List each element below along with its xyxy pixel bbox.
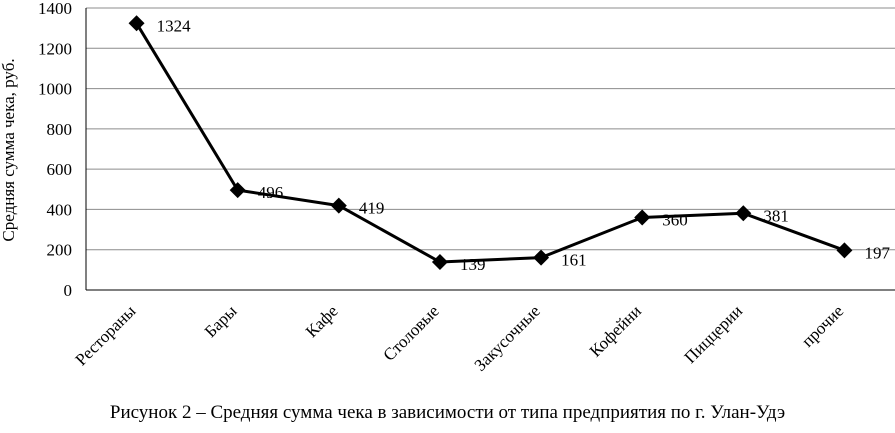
- data-markers: [128, 15, 853, 271]
- y-tick-label: 400: [47, 200, 73, 219]
- y-tick-label: 600: [47, 160, 73, 179]
- x-category-labels: Рестораны Бары Кафе Столовые Закусочные Кофей…: [71, 301, 847, 375]
- x-category-label: Пиццерии: [681, 301, 747, 367]
- y-tick-label: 1400: [38, 0, 72, 18]
- figure-caption: Рисунок 2 – Средняя сумма чека в зависим…: [109, 402, 786, 423]
- data-label: 197: [864, 243, 890, 262]
- x-category-label: Закусочные: [470, 301, 543, 374]
- data-label: 139: [460, 255, 486, 274]
- y-tick-labels: 0 200 400 600 800 1000 1200 1400: [38, 0, 72, 300]
- data-point: [229, 182, 246, 199]
- x-category-label: Бары: [201, 301, 241, 341]
- y-tick-label: 1200: [38, 39, 72, 58]
- data-point: [836, 242, 853, 259]
- x-category-label: Кофейни: [586, 301, 645, 360]
- gridlines: [85, 7, 895, 291]
- y-tick-label: 200: [47, 241, 73, 260]
- line-chart: 0 200 400 600 800 1000 1200 1400 Рестораны Бары К…: [0, 0, 895, 375]
- x-category-label: Рестораны: [71, 301, 139, 369]
- series-line-layer: [135, 22, 845, 264]
- data-point: [533, 249, 550, 266]
- series-line: [135, 22, 845, 264]
- data-point: [735, 205, 752, 222]
- data-point: [128, 15, 145, 32]
- data-label: 1324: [157, 16, 192, 35]
- data-label: 496: [258, 183, 284, 202]
- data-point: [431, 254, 448, 271]
- x-category-label: Кафе: [302, 301, 342, 341]
- data-point: [634, 209, 651, 226]
- x-category-label: прочие: [798, 301, 847, 350]
- data-labels: 1324 496 419 139 161 360 381 197: [157, 16, 891, 274]
- y-tick-label: 0: [64, 281, 73, 300]
- y-axis-title: Средняя сумма чека, руб.: [0, 58, 18, 241]
- y-tick-label: 1000: [38, 80, 72, 99]
- data-label: 381: [763, 206, 789, 225]
- data-label: 419: [359, 199, 385, 218]
- data-label: 360: [662, 210, 688, 229]
- data-label: 161: [561, 251, 587, 270]
- y-tick-label: 800: [47, 120, 73, 139]
- x-category-label: Столовые: [379, 301, 442, 364]
- data-point: [330, 197, 347, 214]
